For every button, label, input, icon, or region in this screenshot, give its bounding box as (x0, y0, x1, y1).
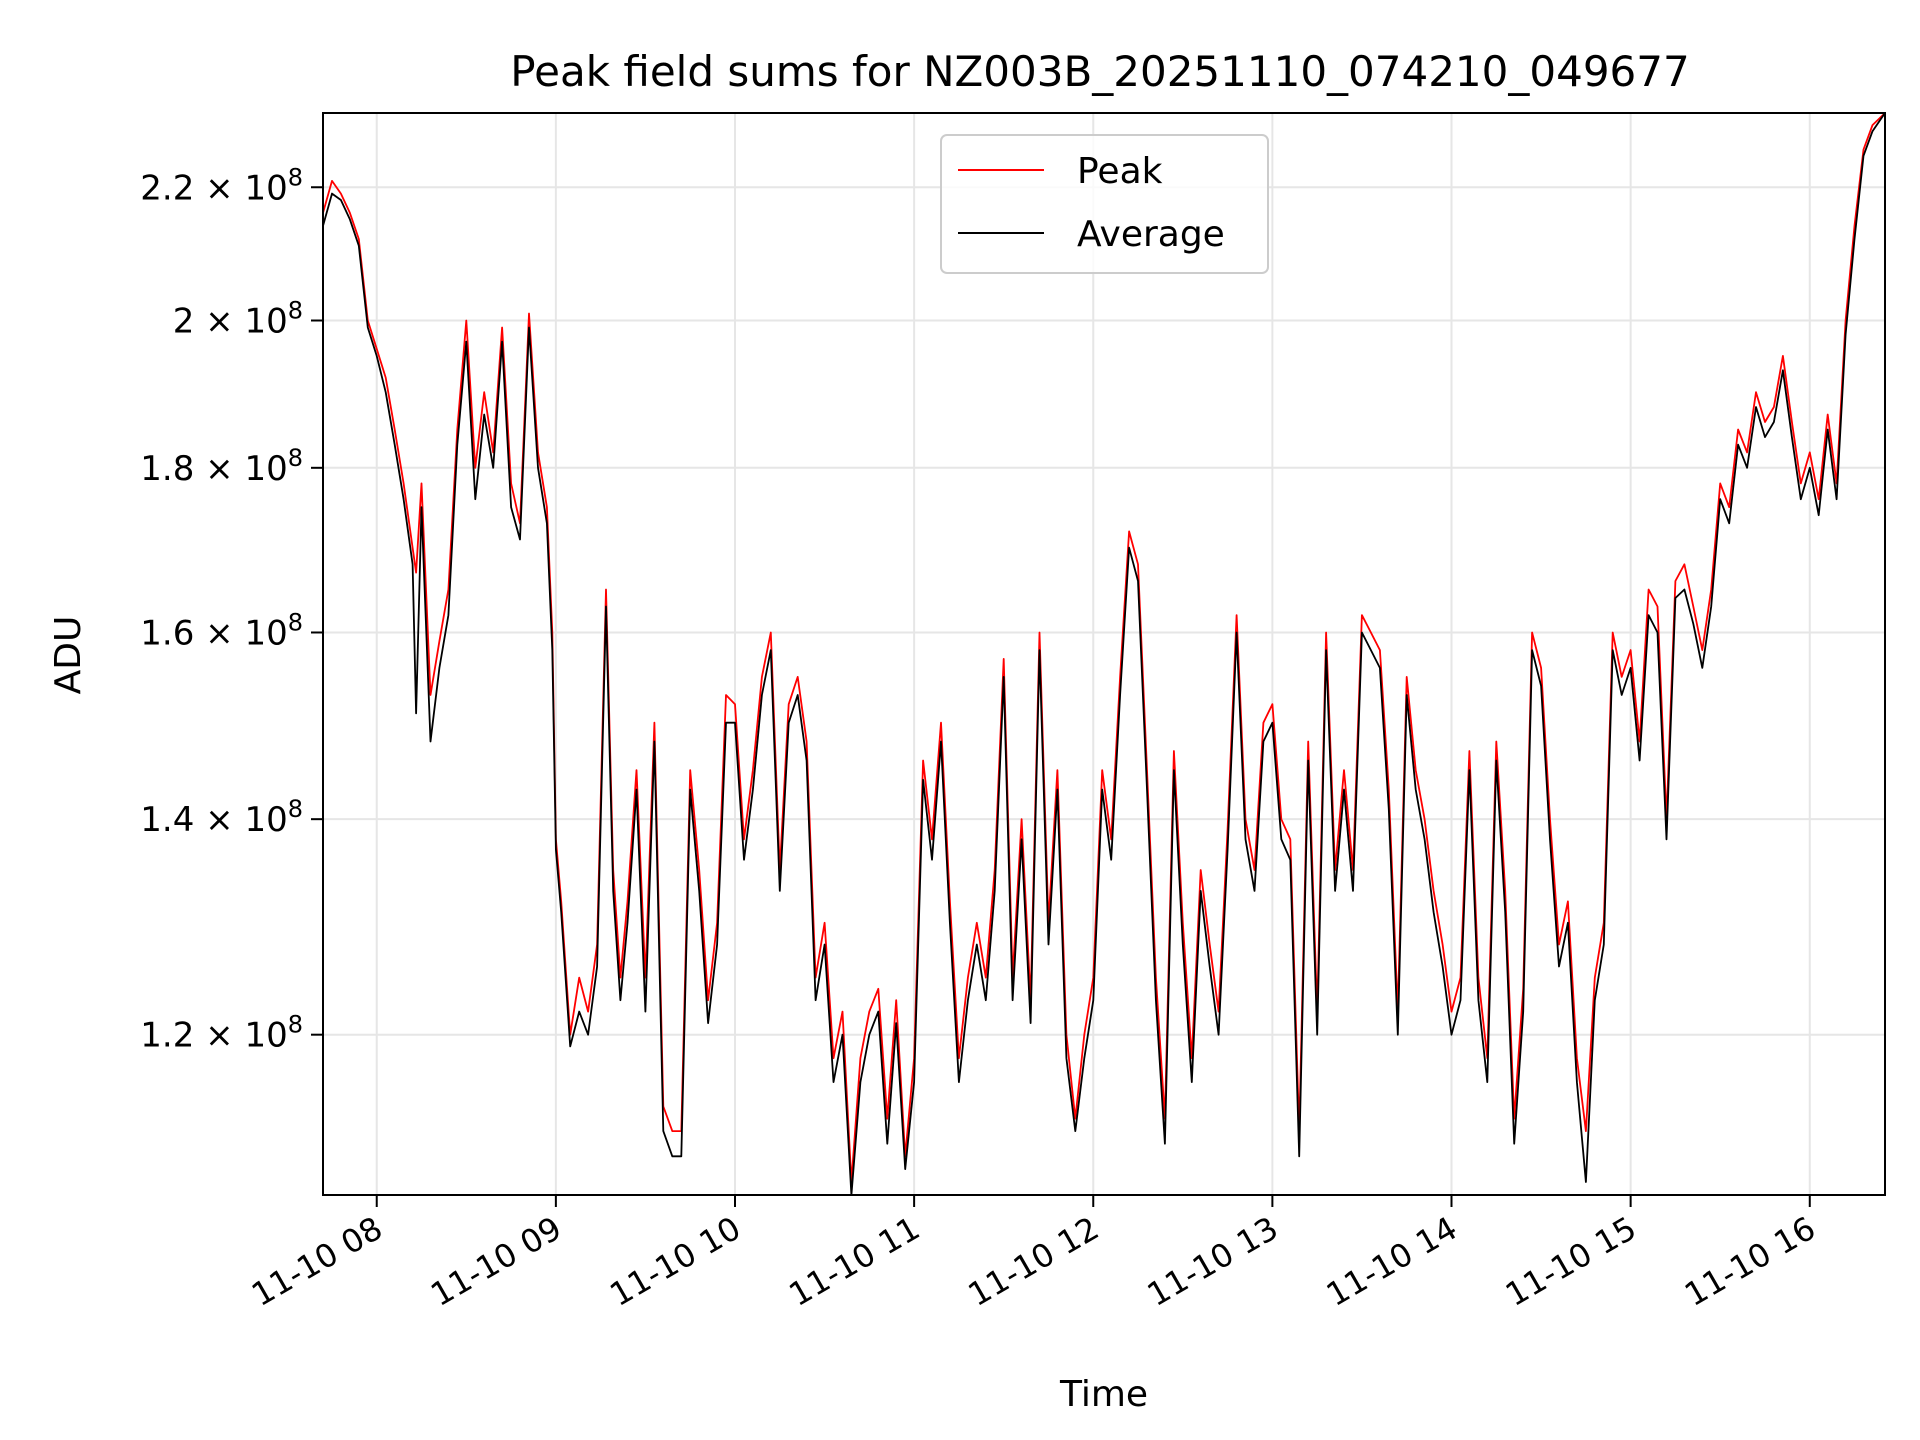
y-tick-times: × (194, 613, 244, 653)
legend: Peak Average (940, 134, 1269, 274)
y-tick-exponent: 8 (288, 163, 303, 191)
y-tick-exponent: 8 (288, 795, 303, 823)
y-tick-times: × (194, 302, 244, 342)
y-tick-exponent: 8 (288, 297, 303, 325)
y-tick-exponent: 8 (288, 1011, 303, 1039)
y-tick-label: 1.8 × 108 (140, 444, 303, 489)
y-tick-base: 10 (244, 800, 287, 840)
y-axis-label: ADU (48, 616, 89, 695)
y-tick-mantissa: 2 (173, 302, 195, 342)
y-tick-base: 10 (244, 1016, 287, 1056)
y-tick-label: 1.6 × 108 (140, 608, 303, 653)
y-tick-mantissa: 1.4 (140, 800, 194, 840)
y-tick-times: × (194, 168, 244, 208)
legend-peak-label: Peak (1077, 151, 1163, 192)
y-tick-times: × (194, 449, 244, 489)
plot-frame (322, 112, 1886, 1196)
x-axis-label: Time (1059, 1374, 1148, 1415)
y-tick-label: 1.2 × 108 (140, 1011, 303, 1056)
y-tick-exponent: 8 (288, 608, 303, 636)
y-tick-base: 10 (244, 613, 287, 653)
y-tick-times: × (194, 1016, 244, 1056)
y-tick-mantissa: 1.8 (140, 449, 194, 489)
legend-average-label: Average (1077, 214, 1225, 255)
y-tick-mantissa: 2.2 (140, 168, 194, 208)
y-tick-label: 2.2 × 108 (140, 163, 303, 208)
y-tick-mantissa: 1.6 (140, 613, 194, 653)
y-tick-base: 10 (244, 449, 287, 489)
y-tick-label: 2 × 108 (173, 297, 303, 342)
y-tick-base: 10 (244, 302, 287, 342)
series-layer (322, 112, 1886, 1196)
y-tick-label: 1.4 × 108 (140, 795, 303, 840)
y-tick-times: × (194, 800, 244, 840)
y-tick-exponent: 8 (288, 444, 303, 472)
y-tick-mantissa: 1.2 (140, 1016, 194, 1056)
series-line-average (322, 112, 1886, 1196)
y-tick-base: 10 (244, 168, 287, 208)
chart-title: Peak field sums for NZ003B_20251110_0742… (510, 47, 1689, 96)
